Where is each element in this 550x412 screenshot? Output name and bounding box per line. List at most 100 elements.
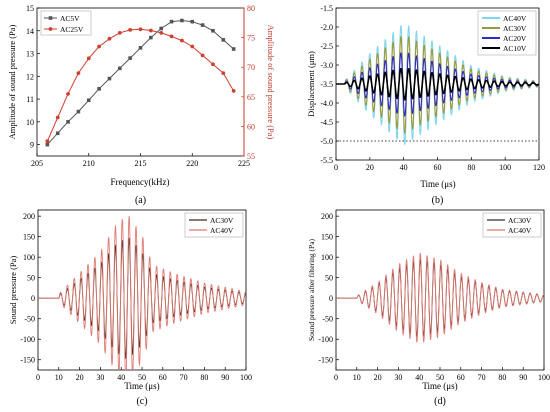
x-tick-label: 60 — [457, 373, 465, 382]
y-tick-label: -4.0 — [320, 99, 333, 108]
data-point — [45, 142, 50, 147]
data-point — [190, 19, 195, 24]
legend-label: AC30V — [503, 24, 527, 33]
data-point — [138, 46, 143, 50]
data-point — [66, 91, 70, 96]
x-tick-label: 70 — [478, 373, 486, 382]
y-tick-label: -50 — [322, 315, 333, 324]
x-axis-label: Time (μs) — [422, 381, 457, 391]
legend-box — [184, 212, 244, 238]
x-tick-label: 20 — [366, 163, 374, 172]
x-axis-label: Frequency(kHz) — [111, 177, 170, 187]
x-tick-label: 0 — [36, 373, 40, 382]
y-tick-label: 100 — [23, 253, 35, 262]
data-point — [149, 35, 153, 40]
data-point — [159, 30, 164, 35]
y-tick-label: -4.5 — [320, 118, 333, 127]
x-tick-label: 10 — [353, 373, 361, 382]
x-tick-label: 100 — [538, 373, 550, 382]
y-tick-label: -150 — [20, 356, 35, 365]
data-point — [55, 131, 60, 136]
data-point — [76, 71, 81, 76]
series-line-ac40v — [38, 215, 246, 370]
x-tick-label: 50 — [138, 373, 146, 382]
data-point — [76, 109, 81, 114]
legend-label: AC40V — [503, 14, 527, 23]
panel-d: 0 10 20 30 40 50 60 70 80 90 100 200 150 100 50 0 -50 -10… — [307, 209, 550, 407]
y-right-tick-label: 55 — [247, 152, 255, 161]
y-axis-label: Sound pressure (Pa) — [8, 256, 18, 325]
panel-caption: (a) — [135, 195, 146, 206]
data-point — [180, 38, 184, 43]
data-point — [159, 26, 163, 31]
panel-caption: (c) — [136, 396, 147, 407]
y-tick-label: 50 — [325, 274, 333, 283]
y-tick-label: 50 — [27, 274, 35, 283]
y-tick-label: 14 — [26, 27, 34, 36]
data-point — [221, 71, 226, 76]
y-tick-label: 13 — [26, 50, 34, 59]
data-point — [117, 30, 122, 35]
data-point — [86, 98, 91, 103]
x-tick-label: 80 — [498, 373, 506, 382]
x-tick-label: 60 — [159, 373, 167, 382]
x-tick-label: 100 — [499, 163, 511, 172]
data-point — [128, 28, 133, 32]
data-point — [128, 56, 132, 60]
legend-label: AC30V — [210, 216, 234, 225]
y-tick-label: 11 — [26, 95, 34, 104]
panel-c: 0 10 20 30 40 50 60 70 80 90 100 200 150 100 50 0 -50 -10… — [8, 209, 252, 407]
legend-marker — [48, 16, 53, 20]
x-tick-label: 120 — [533, 163, 545, 172]
y-tick-label: 9 — [30, 141, 34, 150]
x-tick-label: 70 — [180, 373, 188, 382]
series-line-ac5v — [47, 19, 234, 145]
x-axis-label: Time (μs) — [420, 179, 455, 189]
data-point — [138, 27, 143, 32]
y-tick-label: 200 — [23, 212, 35, 221]
y-tick-label: 15 — [26, 4, 34, 13]
data-point — [169, 34, 174, 39]
x-tick-label: 80 — [200, 373, 208, 382]
panel-caption: (d) — [434, 396, 446, 407]
data-point — [211, 28, 215, 33]
x-tick-label: 20 — [76, 373, 84, 382]
panel-a: 205 210 215 220 225 9 10 11 12 13 14 15 Frequency(kH… — [7, 4, 276, 206]
y-tick-label: 0 — [329, 294, 333, 303]
y-right-tick-label: 70 — [247, 63, 255, 72]
y-tick-label: -50 — [24, 315, 35, 324]
x-tick-label: 225 — [238, 159, 250, 168]
data-point — [190, 44, 195, 49]
x-tick-label: 220 — [186, 159, 198, 168]
y-axis-label: Displacement (μm) — [306, 51, 316, 117]
plot-area — [336, 24, 539, 146]
legend-label: AC30V — [508, 216, 532, 225]
y-axis-label: Amplitude of sound pressure (Pa) — [7, 24, 17, 139]
data-point — [55, 115, 60, 120]
data-point — [97, 87, 101, 91]
legend: AC5V AC25V — [40, 10, 92, 36]
x-tick-label: 100 — [240, 373, 252, 382]
x-tick-label: 205 — [31, 159, 43, 168]
y-right-tick-label: 60 — [247, 122, 255, 131]
y-right-tick-label: 80 — [247, 4, 255, 13]
x-tick-label: 50 — [436, 373, 444, 382]
data-point — [118, 66, 122, 71]
x-tick-label: 10 — [55, 373, 63, 382]
x-tick-label: 0 — [334, 373, 338, 382]
plot-area — [45, 18, 236, 147]
x-tick-label: 90 — [221, 373, 229, 382]
y-axis-label: Sound pressure after filtering (Pa) — [307, 238, 316, 341]
data-point — [180, 18, 184, 23]
y-right-axis-label: Amplitude of sound pressure (Pa) — [266, 25, 276, 140]
y-tick-label: -2.0 — [320, 23, 333, 32]
legend-label: AC40V — [210, 226, 234, 235]
x-tick-label: 210 — [83, 159, 95, 168]
data-point — [169, 19, 174, 24]
y-tick-label: 200 — [321, 212, 333, 221]
x-tick-label: 80 — [467, 163, 475, 172]
legend-label: AC5V — [60, 14, 80, 23]
